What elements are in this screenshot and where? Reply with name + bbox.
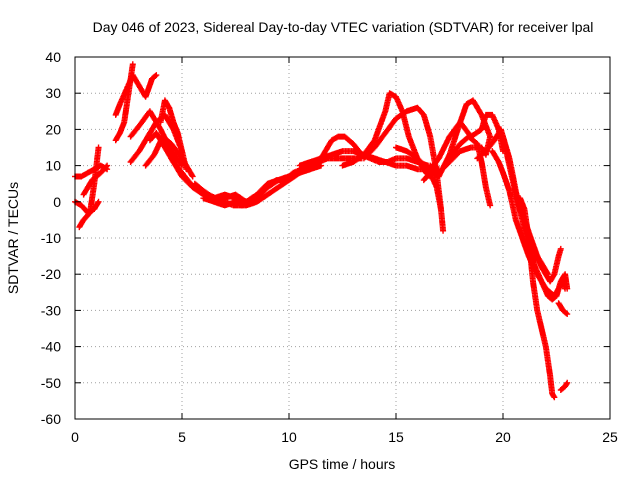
- x-tick-label: 5: [178, 429, 186, 445]
- y-tick-label: -20: [41, 266, 61, 282]
- y-tick-label: -40: [41, 339, 61, 355]
- y-tick-label: 20: [45, 121, 61, 137]
- data-points: [72, 61, 571, 401]
- y-tick-label: 0: [53, 194, 61, 210]
- x-tick-label: 0: [71, 429, 79, 445]
- point-markers: [191, 173, 292, 205]
- series-track-30: [555, 300, 571, 318]
- axis-ticks: 0 5 10 15 20 25 -60 -50 -40 -30 -20 -10 0 10 20 30 40: [41, 49, 618, 445]
- series-track-29: [557, 379, 571, 393]
- point-markers: [420, 169, 447, 234]
- chart-title: Day 046 of 2023, Sidereal Day-to-day VTE…: [93, 19, 594, 35]
- series-track-6: [112, 72, 160, 118]
- series-track-10: [157, 97, 190, 173]
- point-markers: [200, 169, 303, 209]
- series-track-14: [200, 169, 303, 209]
- y-tick-label: -50: [41, 375, 61, 391]
- x-tick-label: 20: [495, 429, 511, 445]
- x-axis-label: GPS time / hours: [289, 456, 396, 472]
- point-markers: [157, 97, 190, 173]
- y-tick-label: -30: [41, 302, 61, 318]
- y-tick-label: -10: [41, 230, 61, 246]
- y-tick-label: 40: [45, 49, 61, 65]
- series-track-13: [191, 173, 292, 205]
- point-markers: [555, 300, 571, 318]
- y-tick-label: 10: [45, 158, 61, 174]
- point-markers: [339, 90, 438, 184]
- series-track-17: [339, 90, 438, 184]
- series-track-4: [80, 162, 111, 198]
- point-markers: [80, 162, 111, 198]
- point-markers: [517, 198, 564, 285]
- x-tick-label: 15: [388, 429, 404, 445]
- point-markers: [557, 379, 571, 393]
- x-tick-label: 10: [281, 429, 297, 445]
- series-track-28: [517, 198, 564, 285]
- y-tick-label: 30: [45, 85, 61, 101]
- y-tick-label: -60: [41, 411, 61, 427]
- point-markers: [112, 72, 160, 118]
- x-tick-label: 25: [602, 429, 618, 445]
- series-track-19: [420, 169, 447, 234]
- y-axis-label: SDTVAR / TECUs: [5, 182, 21, 294]
